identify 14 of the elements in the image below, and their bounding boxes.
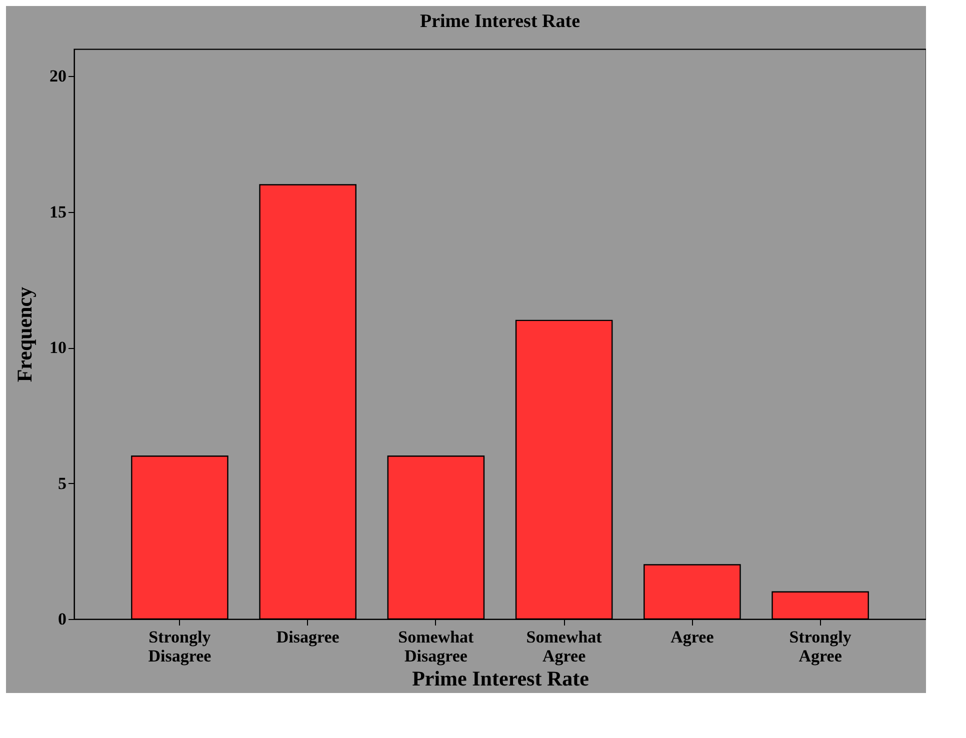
y-tick-label: 15	[50, 202, 66, 222]
y-tick-label: 0	[58, 610, 66, 628]
x-tick-label: Strongly Agree	[789, 628, 852, 666]
x-tick-label: Strongly Disagree	[148, 628, 212, 666]
y-tick-label: 10	[50, 338, 66, 358]
y-tick-label: 5	[58, 474, 66, 493]
x-tick-label: Agree	[670, 628, 714, 646]
x-tick-label: Somewhat Disagree	[398, 628, 474, 666]
y-axis-title: Frequency	[12, 286, 36, 382]
x-tick-label: Somewhat Agree	[526, 628, 602, 666]
x-axis-title: Prime Interest Rate	[412, 666, 589, 690]
y-tick-label: 20	[50, 66, 66, 86]
x-tick-label: Disagree	[276, 628, 340, 646]
chart-title: Prime Interest Rate	[420, 11, 580, 32]
